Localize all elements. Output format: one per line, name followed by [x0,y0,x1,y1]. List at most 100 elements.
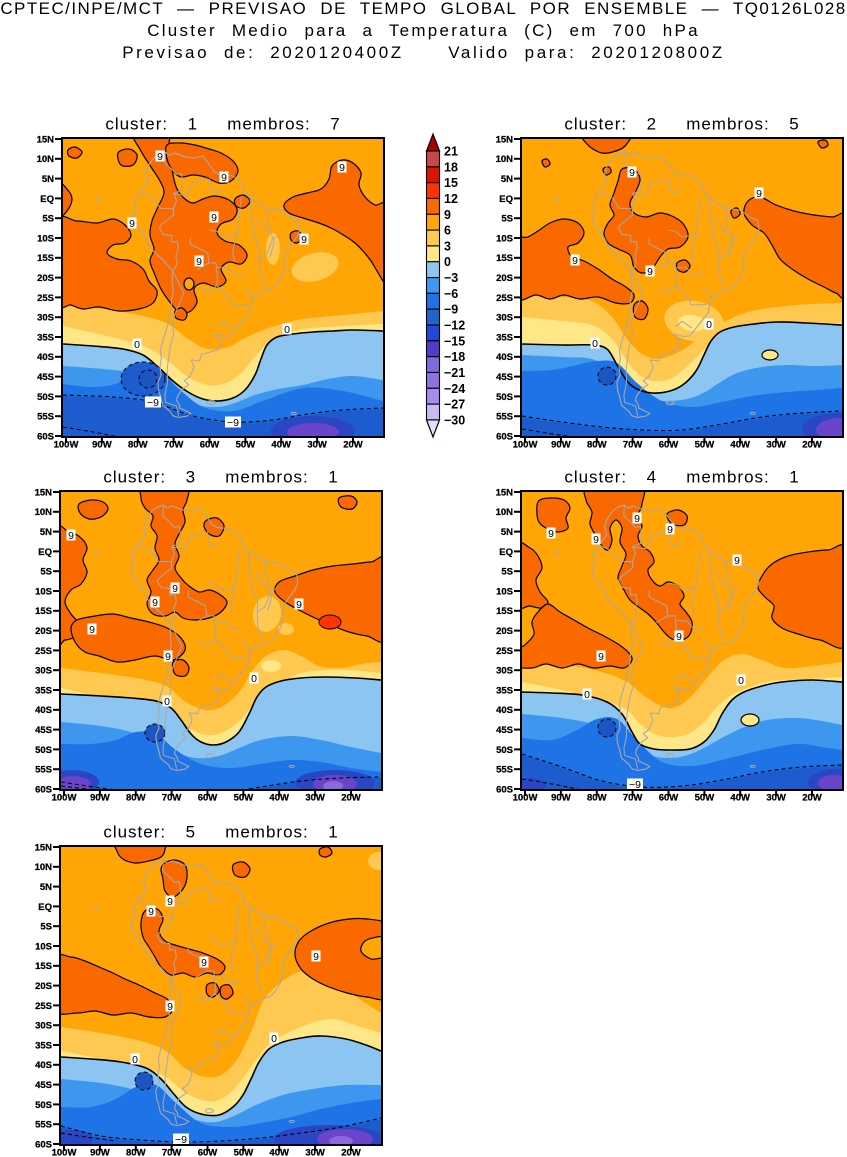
svg-text:60S: 60S [35,1139,52,1150]
svg-text:0: 0 [706,319,712,331]
svg-text:9: 9 [68,530,74,542]
svg-text:30S: 30S [35,666,52,677]
svg-text:25S: 25S [496,646,513,657]
svg-text:80W: 80W [128,440,148,451]
svg-text:45S: 45S [37,372,54,383]
svg-text:EQ: EQ [38,902,52,913]
svg-text:−27: −27 [444,398,465,412]
svg-text:50S: 50S [35,745,52,756]
svg-text:10S: 10S [496,586,513,597]
svg-text:35S: 35S [35,685,52,696]
svg-text:55S: 55S [35,1120,52,1131]
svg-text:20S: 20S [496,273,513,284]
svg-text:−24: −24 [444,382,465,396]
svg-text:40W: 40W [730,793,750,804]
svg-text:30S: 30S [496,666,513,677]
svg-text:EQ: EQ [499,547,513,558]
svg-text:9: 9 [634,513,640,525]
svg-text:70W: 70W [162,793,182,804]
svg-text:5N: 5N [42,174,54,185]
svg-text:40S: 40S [496,705,513,716]
svg-text:18: 18 [444,160,458,174]
svg-text:5S: 5S [40,567,52,578]
svg-text:60S: 60S [35,784,52,795]
svg-text:9: 9 [152,597,158,609]
svg-text:90W: 90W [551,793,571,804]
svg-text:9: 9 [548,528,554,540]
svg-text:5S: 5S [40,922,52,933]
svg-text:60W: 60W [659,440,679,451]
svg-text:25S: 25S [35,1001,52,1012]
svg-text:EQ: EQ [499,194,513,205]
svg-text:5N: 5N [40,527,52,538]
svg-text:9: 9 [211,212,217,224]
svg-text:20S: 20S [35,626,52,637]
svg-text:60W: 60W [200,440,220,451]
svg-text:60S: 60S [496,431,513,442]
svg-text:25S: 25S [496,293,513,304]
svg-text:60S: 60S [37,431,54,442]
svg-text:0: 0 [132,1054,138,1066]
svg-text:50W: 50W [234,1148,254,1157]
svg-text:5S: 5S [42,214,54,225]
svg-text:9: 9 [165,651,171,663]
svg-text:0: 0 [251,673,257,685]
svg-text:5N: 5N [40,882,52,893]
svg-text:10S: 10S [496,233,513,244]
svg-text:70W: 70W [164,440,184,451]
svg-text:10S: 10S [37,233,54,244]
svg-text:30W: 30W [305,793,325,804]
svg-text:30W: 30W [766,793,786,804]
svg-text:100W: 100W [54,440,79,451]
svg-text:100W: 100W [52,1148,77,1157]
svg-text:40S: 40S [496,352,513,363]
svg-text:50S: 50S [37,392,54,403]
svg-text:15S: 15S [37,253,54,264]
svg-text:70W: 70W [162,1148,182,1157]
svg-text:9: 9 [296,599,302,611]
svg-text:40S: 40S [35,1060,52,1071]
svg-text:20W: 20W [802,440,822,451]
svg-text:60S: 60S [496,784,513,795]
svg-text:15: 15 [444,176,458,190]
svg-text:10N: 10N [35,507,53,518]
svg-text:80W: 80W [587,793,607,804]
svg-text:15N: 15N [37,134,55,145]
svg-text:cluster: 1 membros: 7: cluster: 1 membros: 7 [105,115,340,134]
svg-text:50W: 50W [234,793,254,804]
svg-text:5S: 5S [501,214,513,225]
svg-text:50W: 50W [695,440,715,451]
svg-text:55S: 55S [496,765,513,776]
svg-text:45S: 45S [35,725,52,736]
svg-text:90W: 90W [90,793,110,804]
svg-text:30W: 30W [305,1148,325,1157]
svg-text:0: 0 [592,338,598,350]
svg-text:80W: 80W [126,793,146,804]
svg-text:9: 9 [172,583,178,595]
svg-text:90W: 90W [90,1148,110,1157]
svg-text:20W: 20W [341,793,361,804]
svg-text:50W: 50W [236,440,256,451]
svg-text:30S: 30S [496,313,513,324]
svg-text:EQ: EQ [40,194,54,205]
svg-text:9: 9 [444,208,451,222]
svg-text:10S: 10S [35,941,52,952]
svg-text:−30: −30 [444,413,465,427]
svg-text:15S: 15S [496,606,513,617]
svg-text:−9: −9 [147,397,159,409]
svg-text:20S: 20S [37,273,54,284]
svg-text:60W: 60W [198,1148,218,1157]
svg-text:0: 0 [738,675,744,687]
svg-text:40W: 40W [271,440,291,451]
svg-text:9: 9 [667,524,673,536]
svg-text:9: 9 [89,624,95,636]
svg-text:10N: 10N [37,154,55,165]
svg-text:15N: 15N [35,842,53,853]
svg-text:50W: 50W [695,793,715,804]
svg-text:30S: 30S [35,1021,52,1032]
svg-text:100W: 100W [513,440,538,451]
svg-text:45S: 45S [35,1080,52,1091]
svg-text:50S: 50S [35,1100,52,1111]
svg-text:90W: 90W [551,440,571,451]
svg-text:−15: −15 [444,334,465,348]
